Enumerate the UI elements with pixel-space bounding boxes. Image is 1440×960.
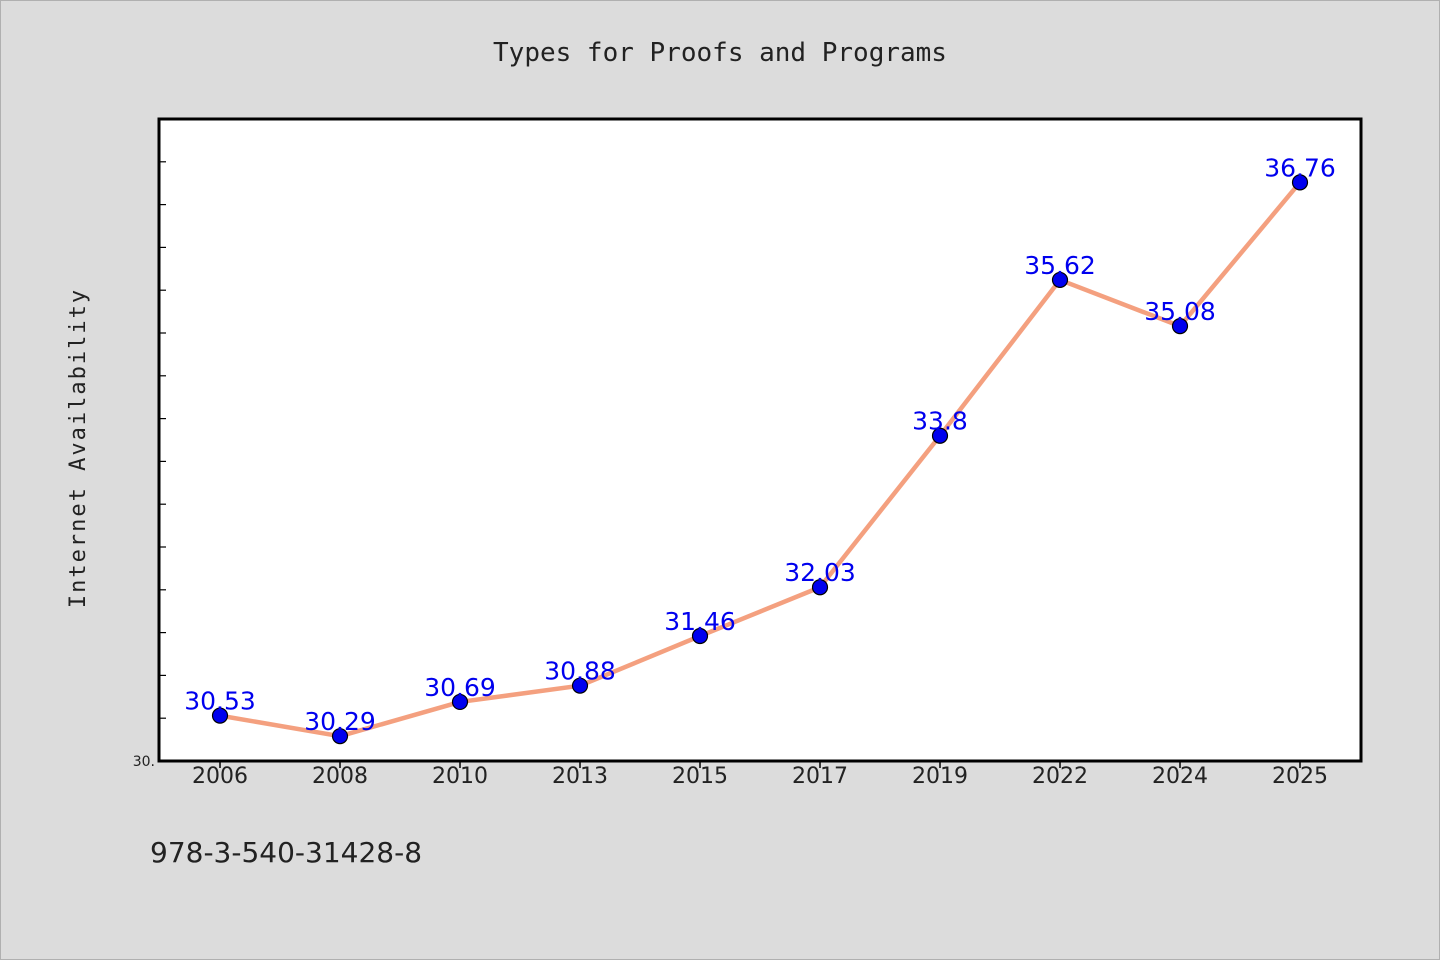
x-tick-label: 2010 <box>432 764 488 789</box>
data-point <box>931 427 949 444</box>
series-layer: 30.53 30.29 30.69 30.88 31.46 32.03 33.8 35.62 3… <box>184 153 1336 745</box>
data-label: 31.46 <box>664 607 736 636</box>
data-point <box>1051 271 1069 289</box>
y-axis-label: Internet Availability <box>66 288 91 608</box>
data-point <box>1171 318 1189 335</box>
data-label: 30.88 <box>544 657 616 686</box>
data-label: 36.76 <box>1264 153 1336 182</box>
x-tick-label: 2013 <box>552 764 608 789</box>
x-tick-label: 2024 <box>1152 764 1208 789</box>
data-label: 30.53 <box>184 687 256 716</box>
x-tick-label: 2015 <box>672 764 728 789</box>
data-label: 35.08 <box>1144 297 1216 326</box>
data-label: 35.62 <box>1024 251 1096 280</box>
data-point <box>571 677 589 694</box>
data-point <box>811 579 829 596</box>
data-point <box>451 693 469 711</box>
chart-title: Types for Proofs and Programs <box>493 38 947 68</box>
plot-area <box>157 117 1363 763</box>
data-label: 30.69 <box>424 673 496 702</box>
x-tick-label: 2008 <box>312 764 368 789</box>
data-label: 30.29 <box>304 707 376 736</box>
series-line <box>217 180 1303 739</box>
data-point <box>691 627 709 645</box>
data-point <box>211 707 229 724</box>
data-point <box>331 728 349 745</box>
x-tick-label: 2025 <box>1272 764 1328 789</box>
y-axis-ticks <box>159 118 166 762</box>
y-tick-label: 30. <box>133 754 155 770</box>
x-tick-label: 2006 <box>192 764 248 789</box>
data-point <box>1291 174 1309 191</box>
x-tick-label: 2019 <box>912 764 968 789</box>
x-tick-label: 2022 <box>1032 764 1088 789</box>
x-axis-ticks: 2006 2008 2010 2013 2015 2017 2019 2022 2024 2025 <box>192 761 1328 789</box>
data-label: 33.8 <box>912 407 968 436</box>
footer-isbn: 978-3-540-31428-8 <box>150 836 422 869</box>
data-label: 32.03 <box>784 558 856 587</box>
x-tick-label: 2017 <box>792 764 848 789</box>
